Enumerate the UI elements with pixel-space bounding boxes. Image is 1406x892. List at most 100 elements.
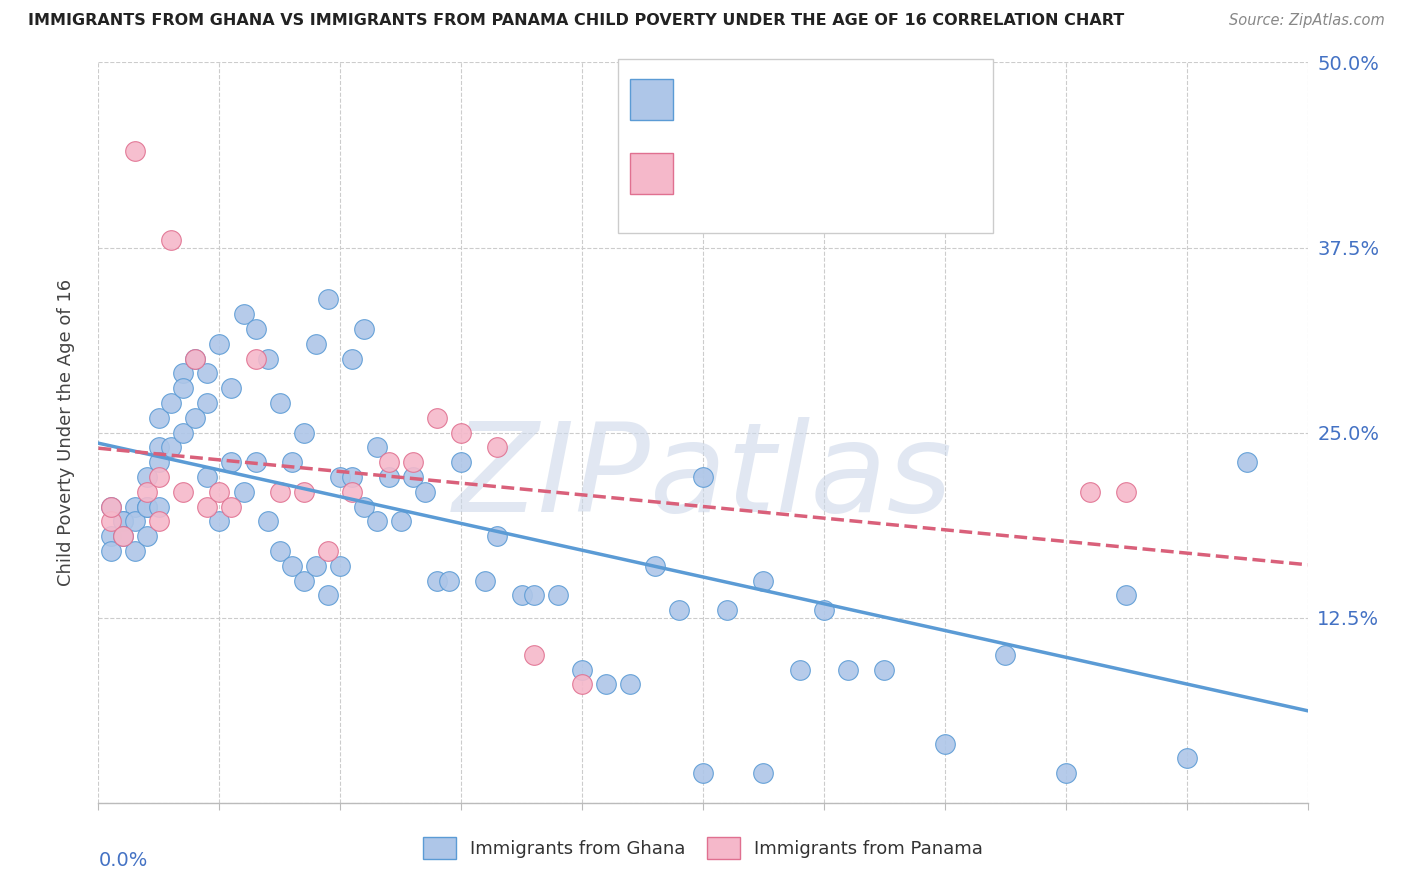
Point [571, 663, 593, 677]
Point [160, 441, 183, 455]
Point [269, 544, 291, 558]
Point [245, 455, 267, 469]
Point [221, 455, 243, 469]
Point [124, 145, 146, 159]
Point [366, 515, 388, 529]
Point [692, 766, 714, 780]
Point [148, 470, 170, 484]
Point [292, 484, 315, 499]
Point [1115, 484, 1137, 499]
Point [389, 515, 412, 529]
Point [426, 410, 449, 425]
Point [547, 589, 569, 603]
Point [716, 603, 738, 617]
Point [195, 470, 218, 484]
Text: 0.0%: 0.0% [98, 851, 148, 870]
Point [510, 589, 533, 603]
Point [353, 322, 375, 336]
Text: N =: N = [799, 90, 855, 109]
Point [232, 484, 254, 499]
Point [172, 367, 194, 381]
Point [1078, 484, 1101, 499]
Point [100, 544, 122, 558]
Point [135, 529, 157, 543]
Point [148, 500, 170, 514]
Point [1115, 589, 1137, 603]
Point [195, 500, 218, 514]
Point [377, 455, 399, 469]
Point [100, 500, 122, 514]
Point [342, 351, 364, 366]
Point [100, 500, 122, 514]
Point [316, 293, 339, 307]
Point [837, 663, 859, 677]
Point [595, 677, 617, 691]
Point [1054, 766, 1077, 780]
FancyBboxPatch shape [619, 59, 993, 233]
Y-axis label: Child Poverty Under the Age of 16: Child Poverty Under the Age of 16 [56, 279, 75, 586]
Point [111, 529, 134, 543]
Point [305, 336, 328, 351]
Point [426, 574, 449, 588]
Point [111, 529, 134, 543]
Point [269, 484, 291, 499]
Point [873, 663, 896, 677]
Point [195, 396, 218, 410]
Point [124, 500, 146, 514]
Point [269, 396, 291, 410]
Point [172, 425, 194, 440]
Point [413, 484, 436, 499]
Point [402, 455, 425, 469]
Point [752, 574, 775, 588]
Point [208, 515, 231, 529]
Point [571, 677, 593, 691]
Point [450, 425, 472, 440]
Point [111, 515, 134, 529]
Point [486, 529, 509, 543]
Text: R =: R = [688, 90, 730, 109]
Text: ZIPatlas: ZIPatlas [453, 417, 953, 538]
Point [124, 515, 146, 529]
Point [292, 425, 315, 440]
Point [316, 589, 339, 603]
Point [292, 574, 315, 588]
Point [245, 351, 267, 366]
Point [208, 336, 231, 351]
Point [100, 529, 122, 543]
Point [111, 515, 134, 529]
Point [692, 470, 714, 484]
Point [160, 233, 183, 247]
Point [329, 470, 352, 484]
Point [619, 677, 641, 691]
Point [221, 381, 243, 395]
Point [221, 500, 243, 514]
Point [486, 441, 509, 455]
Point [1236, 455, 1258, 469]
Point [450, 455, 472, 469]
Point [124, 544, 146, 558]
Point [752, 766, 775, 780]
Point [148, 515, 170, 529]
Text: 27: 27 [866, 164, 893, 183]
FancyBboxPatch shape [630, 79, 672, 120]
Text: Source: ZipAtlas.com: Source: ZipAtlas.com [1229, 13, 1385, 29]
Point [353, 500, 375, 514]
Point [148, 455, 170, 469]
Point [160, 396, 183, 410]
Point [100, 515, 122, 529]
Point [377, 470, 399, 484]
Point [135, 484, 157, 499]
Point [305, 558, 328, 573]
Point [316, 544, 339, 558]
Point [813, 85, 835, 99]
Point [148, 441, 170, 455]
Point [195, 367, 218, 381]
Point [256, 351, 278, 366]
Point [342, 484, 364, 499]
Text: 0.027: 0.027 [734, 90, 794, 109]
Point [135, 500, 157, 514]
Point [523, 648, 546, 662]
Point [668, 603, 690, 617]
Point [135, 470, 157, 484]
FancyBboxPatch shape [630, 153, 672, 194]
